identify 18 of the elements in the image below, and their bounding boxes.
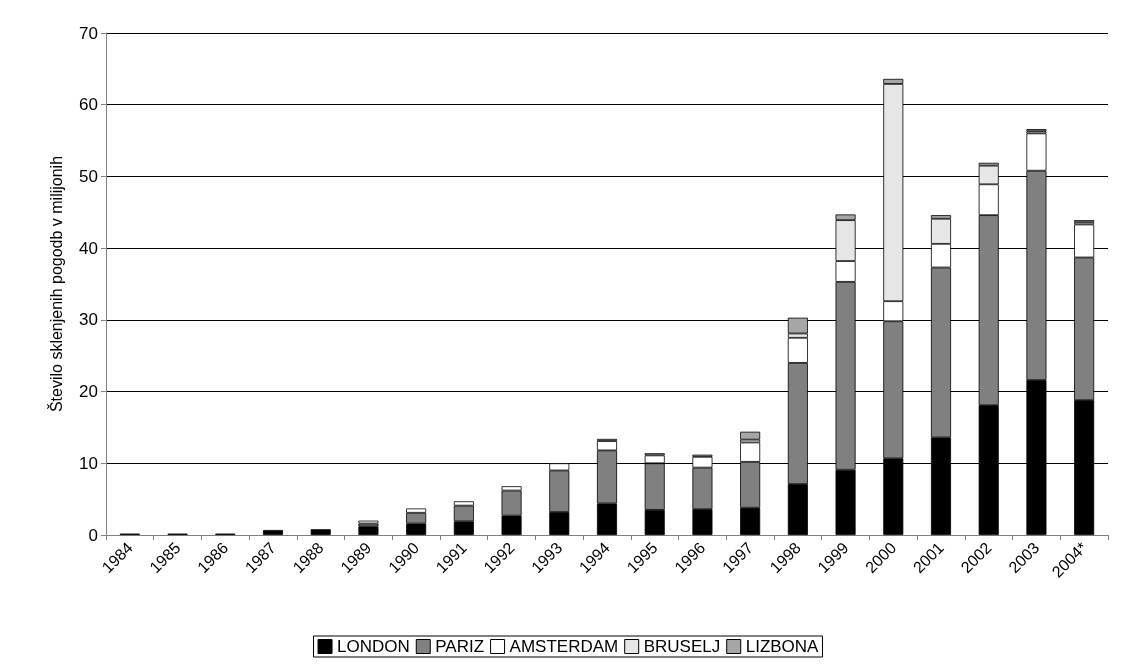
legend-label: PARIZ [435, 637, 485, 656]
y-tick-label: 70 [79, 23, 98, 43]
y-tick-label: 30 [79, 310, 98, 330]
y-axis-title: Število sklenjenih pogodb v milijonih [46, 155, 65, 413]
y-tick-label: 10 [79, 453, 98, 473]
y-tick-label: 50 [79, 166, 98, 186]
bar [310, 529, 331, 535]
bar [358, 526, 379, 535]
legend-label: BRUSELJ [643, 637, 721, 656]
legend-label: LONDON [337, 637, 410, 656]
y-tick-label: 60 [79, 95, 98, 115]
y-tick-label: 0 [88, 525, 98, 545]
bar [740, 431, 761, 440]
bar [262, 529, 284, 535]
legend-label: LIZBONA [745, 637, 820, 656]
legend-label: AMSTERDAM [509, 637, 619, 656]
y-tick-label: 20 [79, 382, 98, 402]
y-tick-label: 40 [79, 238, 98, 258]
